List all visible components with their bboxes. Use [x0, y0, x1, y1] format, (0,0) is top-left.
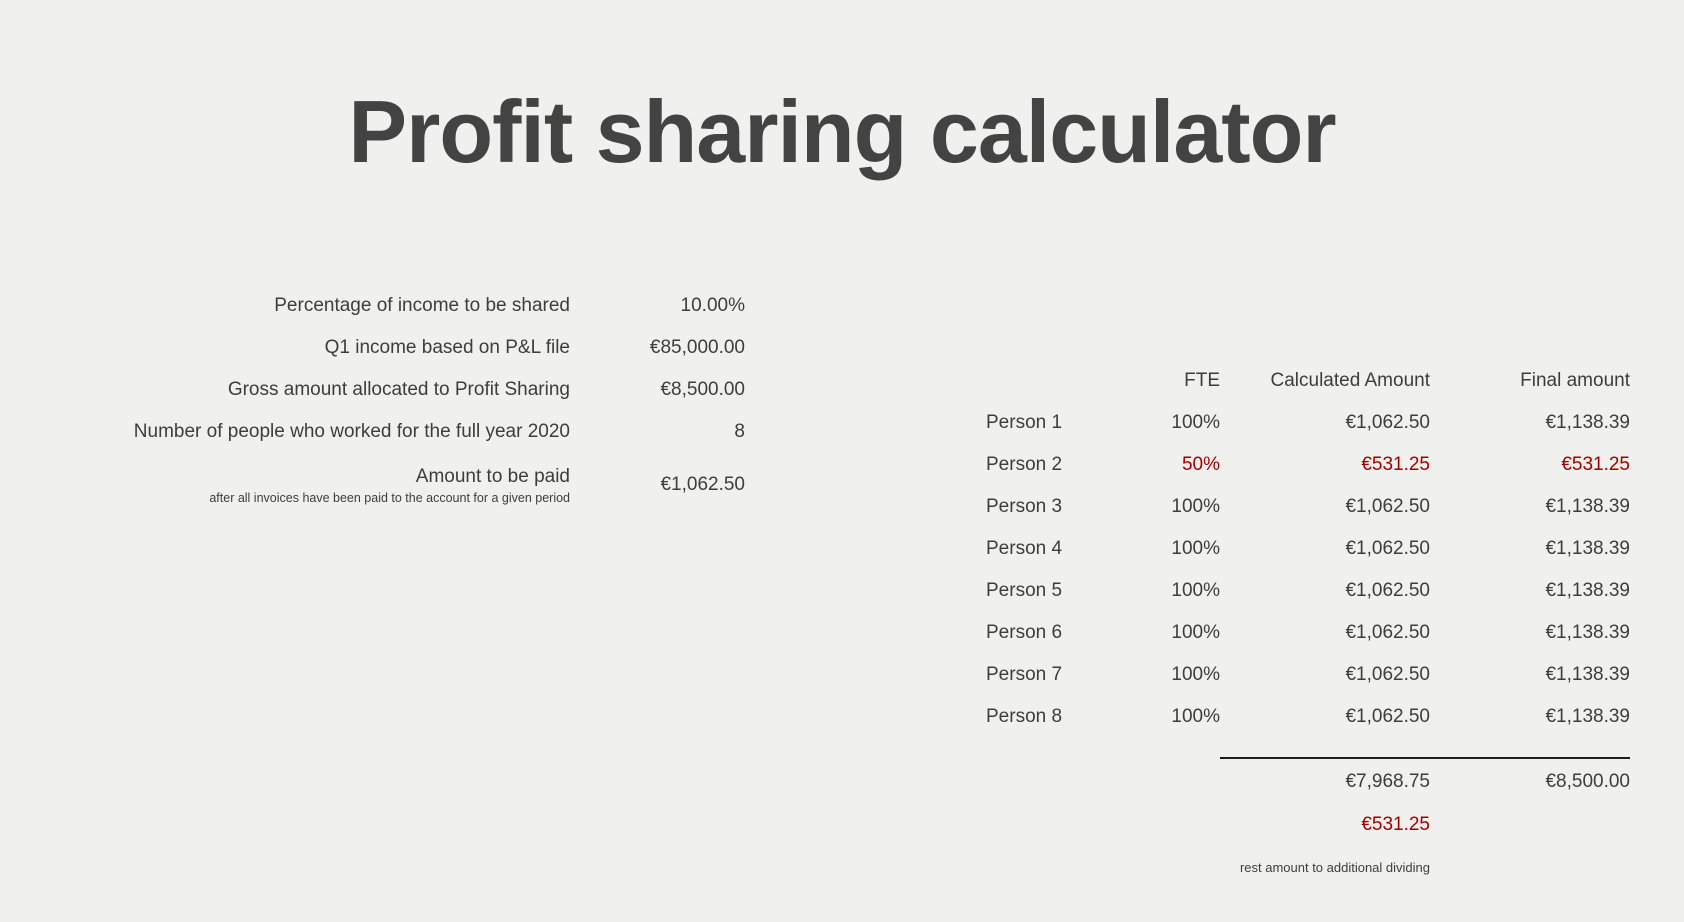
summary-label: Gross amount allocated to Profit Sharing: [227, 379, 570, 400]
rest-amount: €531.25: [1361, 814, 1430, 835]
person-row: Person 6 100% €1,062.50 €1,138.39: [986, 612, 1630, 654]
person-row: Person 2 50% €531.25 €531.25: [986, 444, 1630, 486]
person-calculated: €1,062.50: [1345, 496, 1430, 517]
person-name: Person 6: [986, 622, 1063, 643]
header-empty: [986, 360, 1098, 402]
person-fte: 100%: [1171, 538, 1220, 559]
person-row: Person 1 100% €1,062.50 €1,138.39: [986, 402, 1630, 444]
person-fte: 100%: [1171, 496, 1220, 517]
rest-note-row: rest amount to additional dividing: [986, 846, 1630, 888]
person-final: €531.25: [1561, 454, 1630, 475]
profit-table: FTE Calculated Amount Final amount Perso…: [986, 360, 1630, 888]
rest-amount-row: €531.25: [986, 804, 1630, 846]
summary-label: Amount to be paid: [415, 465, 570, 487]
header-fte: FTE: [1184, 370, 1220, 391]
table-header-row: FTE Calculated Amount Final amount: [986, 360, 1630, 402]
summary-value: €85,000.00: [649, 337, 745, 358]
person-fte: 100%: [1171, 412, 1220, 433]
summary-value: €1,062.50: [660, 474, 745, 495]
person-final: €1,138.39: [1545, 706, 1630, 727]
summary-row: Gross amount allocated to Profit Sharing…: [40, 369, 745, 411]
summary-value: €8,500.00: [660, 379, 745, 400]
person-name: Person 5: [986, 580, 1063, 601]
person-final: €1,138.39: [1545, 580, 1630, 601]
page-title-regular: calculator: [906, 82, 1337, 181]
person-fte: 50%: [1181, 454, 1220, 475]
person-final: €1,138.39: [1545, 622, 1630, 643]
page-title: Profit sharing calculator: [0, 88, 1684, 176]
summary-value: 10.00%: [680, 295, 745, 316]
summary-sublabel: after all invoices have been paid to the…: [209, 490, 570, 505]
person-name: Person 3: [986, 496, 1063, 517]
person-calculated: €1,062.50: [1345, 622, 1430, 643]
person-calculated: €531.25: [1361, 454, 1430, 475]
person-name: Person 2: [986, 454, 1063, 475]
page-title-bold: Profit sharing: [348, 82, 907, 181]
summary-row: Amount to be paid after all invoices hav…: [40, 453, 745, 517]
person-row: Person 7 100% €1,062.50 €1,138.39: [986, 654, 1630, 696]
summary-label: Percentage of income to be shared: [274, 295, 570, 316]
person-row: Person 5 100% €1,062.50 €1,138.39: [986, 570, 1630, 612]
person-row: Person 3 100% €1,062.50 €1,138.39: [986, 486, 1630, 528]
person-calculated: €1,062.50: [1345, 538, 1430, 559]
totals-divider-row: [986, 738, 1630, 759]
person-name: Person 1: [986, 412, 1063, 433]
totals-divider-line: [1220, 738, 1430, 759]
person-fte: 100%: [1171, 706, 1220, 727]
person-row: Person 8 100% €1,062.50 €1,138.39: [986, 696, 1630, 738]
summary-table: Percentage of income to be shared 10.00%…: [40, 285, 745, 517]
person-calculated: €1,062.50: [1345, 706, 1430, 727]
person-name: Person 4: [986, 538, 1063, 559]
rest-note: rest amount to additional dividing: [1239, 859, 1430, 875]
total-calculated-amount: €7,968.75: [1345, 770, 1430, 792]
person-final: €1,138.39: [1545, 538, 1630, 559]
person-calculated: €1,062.50: [1345, 664, 1430, 685]
summary-value: 8: [734, 421, 745, 442]
summary-label: Number of people who worked for the full…: [133, 421, 570, 442]
person-row: Person 4 100% €1,062.50 €1,138.39: [986, 528, 1630, 570]
person-fte: 100%: [1171, 664, 1220, 685]
person-calculated: €1,062.50: [1345, 412, 1430, 433]
person-final: €1,138.39: [1545, 496, 1630, 517]
person-name: Person 7: [986, 664, 1063, 685]
person-name: Person 8: [986, 706, 1063, 727]
total-final-amount: €8,500.00: [1545, 770, 1630, 792]
person-fte: 100%: [1171, 580, 1220, 601]
person-fte: 100%: [1171, 622, 1220, 643]
header-calculated-amount: Calculated Amount: [1270, 370, 1431, 391]
person-final: €1,138.39: [1545, 664, 1630, 685]
totals-divider-line: [1430, 738, 1630, 759]
summary-row: Percentage of income to be shared 10.00%: [40, 285, 745, 327]
summary-label-cell: Amount to be paid after all invoices hav…: [40, 453, 570, 517]
header-final-amount: Final amount: [1520, 370, 1630, 391]
summary-row: Q1 income based on P&L file €85,000.00: [40, 327, 745, 369]
totals-row: €7,968.75 €8,500.00: [986, 758, 1630, 804]
summary-row: Number of people who worked for the full…: [40, 411, 745, 453]
summary-label: Q1 income based on P&L file: [324, 337, 570, 358]
person-calculated: €1,062.50: [1345, 580, 1430, 601]
person-final: €1,138.39: [1545, 412, 1630, 433]
